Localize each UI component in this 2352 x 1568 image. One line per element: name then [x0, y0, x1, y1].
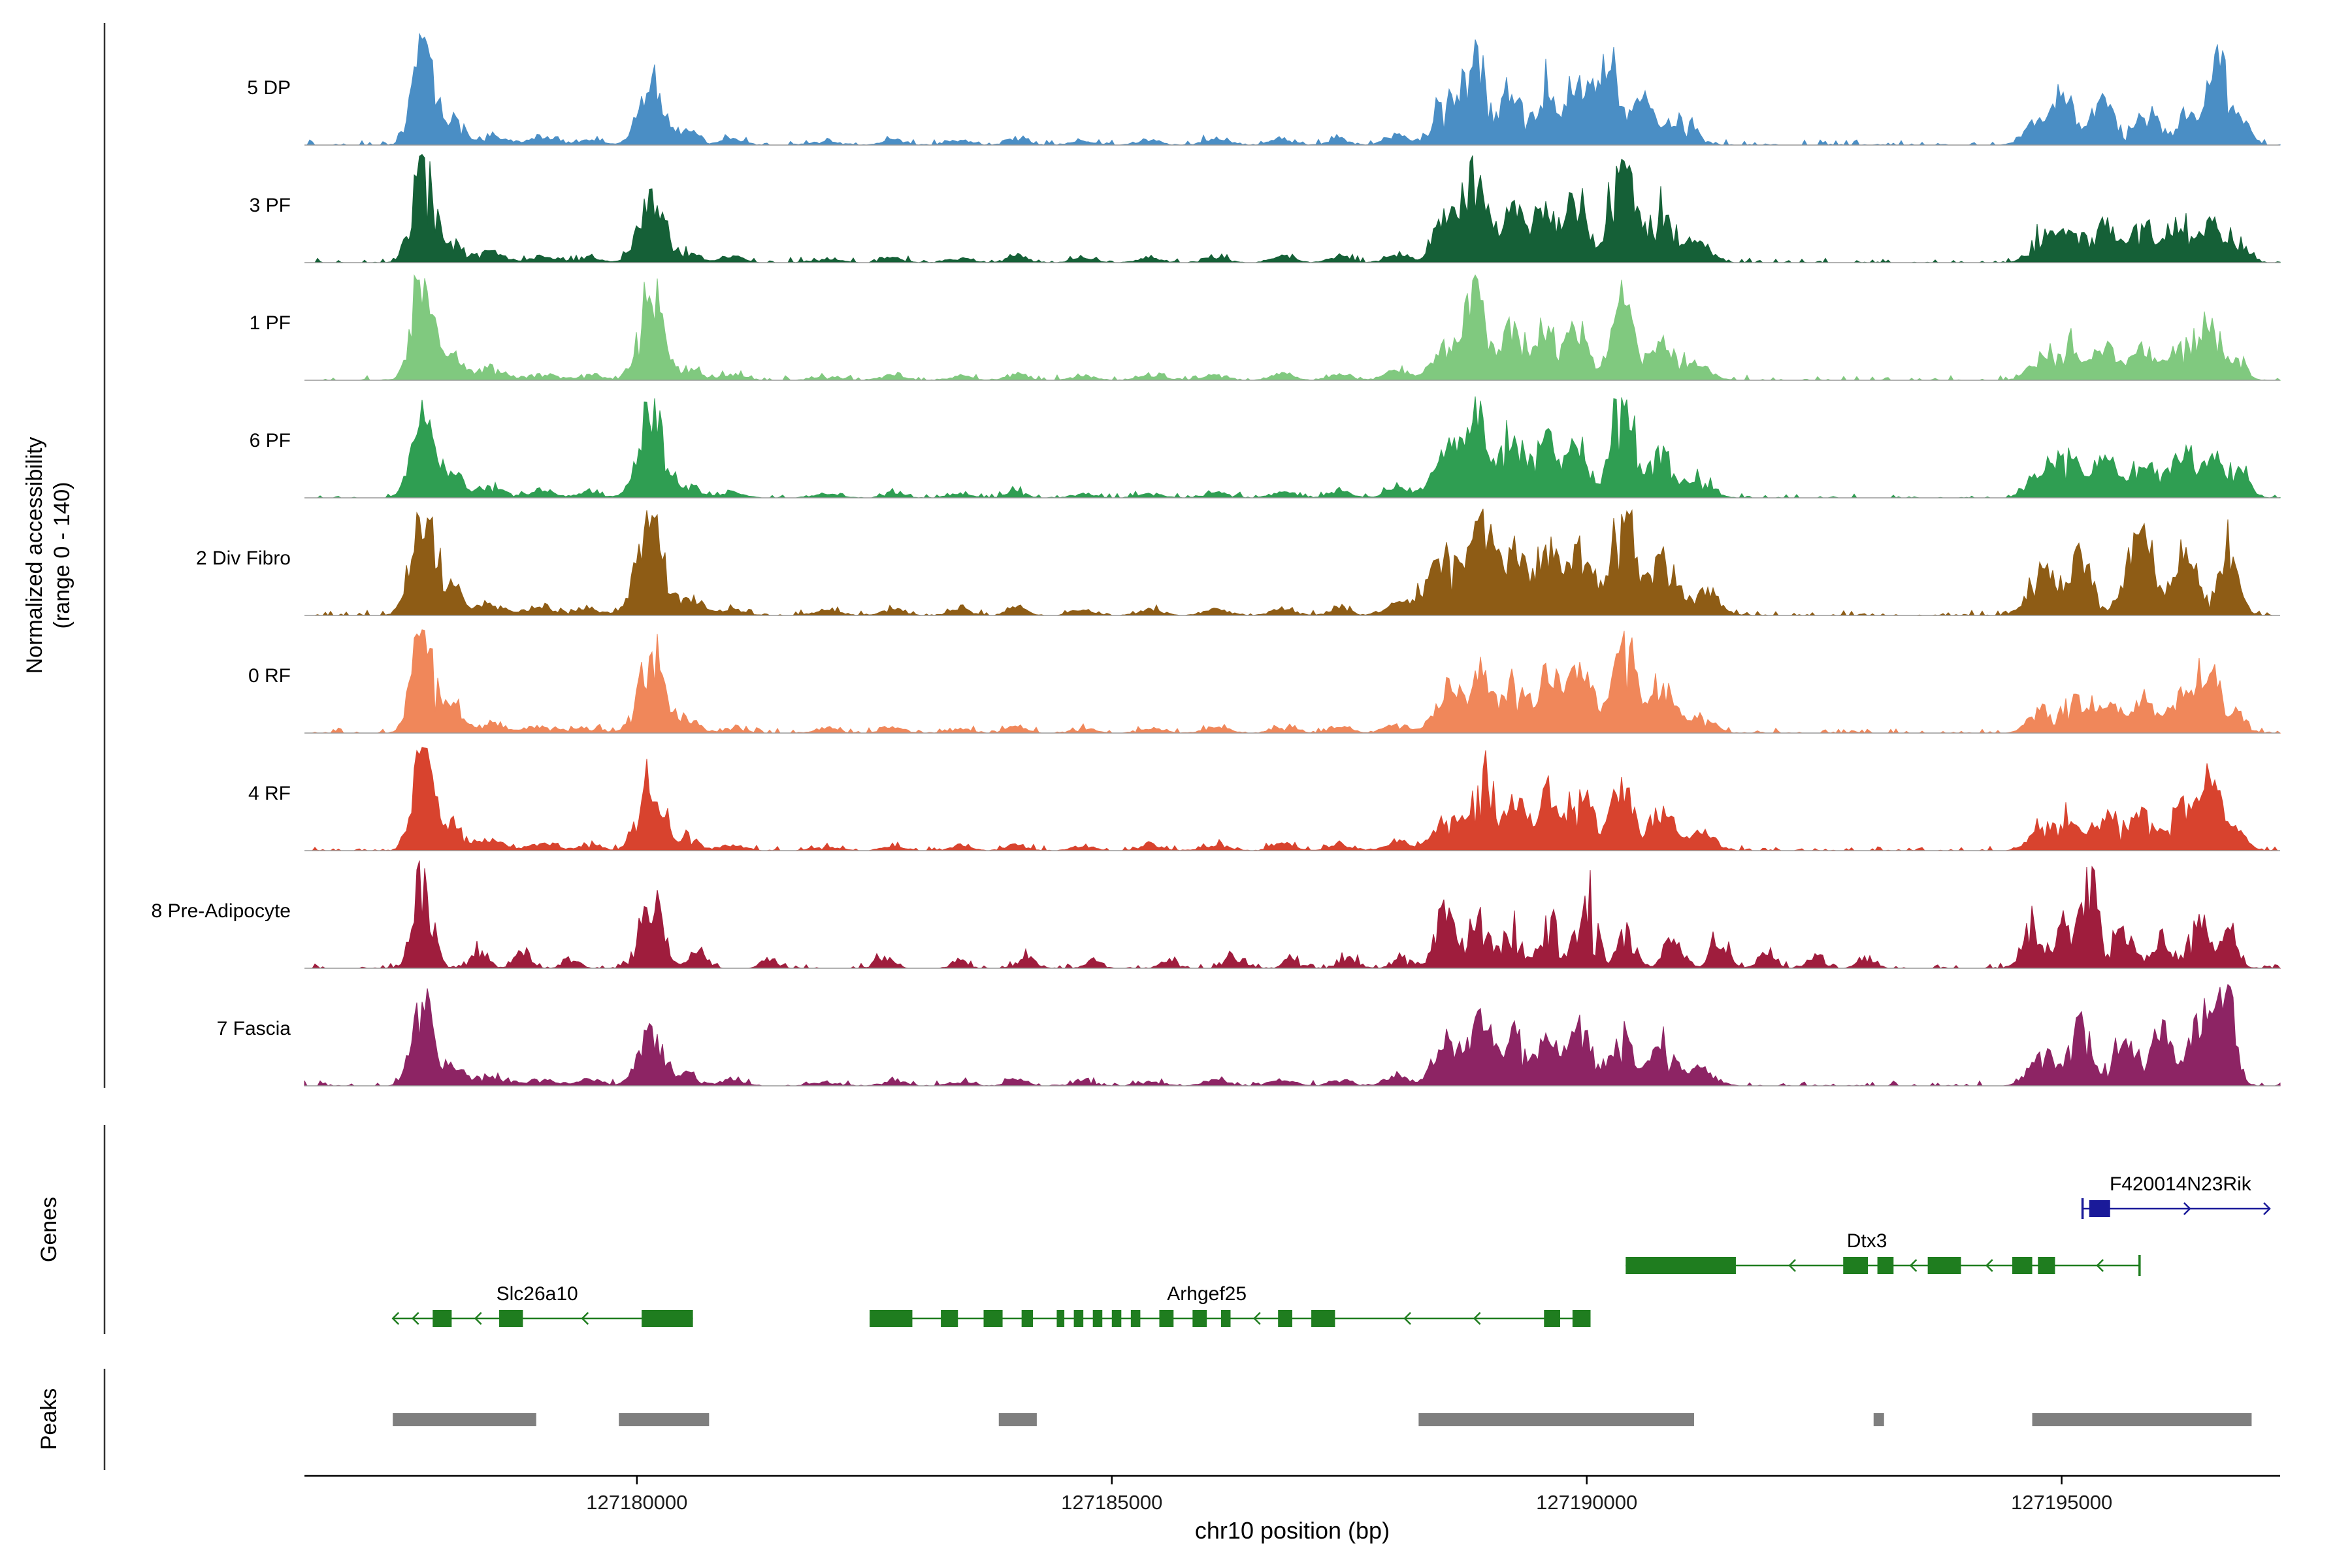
exon-box [1130, 1310, 1141, 1327]
strand-arrow-icon [411, 1312, 419, 1325]
exon-box [941, 1310, 958, 1327]
y-axis-label-line1: Normalized accessibility [22, 437, 47, 674]
track-label: 1 PF [250, 312, 291, 334]
exon-box [1111, 1310, 1122, 1327]
exon-box [2012, 1257, 2033, 1274]
x-axis: chr10 position (bp) 127180000 127185000 12… [304, 1475, 2280, 1544]
gene-Slc26a10: Slc26a10 [391, 1283, 693, 1327]
track-area [304, 629, 2281, 734]
x-axis-title: chr10 position (bp) [1195, 1517, 1390, 1544]
exon-box [1021, 1310, 1034, 1327]
exon-box [1544, 1310, 1560, 1327]
exon-box [983, 1310, 1003, 1327]
track-area [304, 396, 2281, 498]
exon-box [1092, 1310, 1103, 1327]
exon-box [1192, 1310, 1207, 1327]
strand-arrow-icon [2183, 1202, 2191, 1215]
track-area [304, 983, 2281, 1086]
peak-bar [1418, 1413, 1694, 1426]
peak-bar [393, 1413, 536, 1426]
peak-bar [619, 1413, 710, 1426]
track-label: 6 PF [250, 430, 291, 451]
gene-Arhgef25: Arhgef25 [870, 1283, 1591, 1327]
exon-box [1877, 1257, 1894, 1274]
track-area [304, 747, 2280, 851]
track-area [304, 154, 2281, 263]
peak-bar [2032, 1413, 2252, 1426]
x-tick-label: 127190000 [1536, 1491, 1637, 1514]
strand-arrow-icon [1985, 1259, 1993, 1272]
exon-box [1927, 1257, 1961, 1274]
track-label: 7 Fascia [217, 1018, 291, 1039]
track-label: 4 RF [248, 783, 291, 804]
track-area [304, 860, 2281, 969]
exon-box [1278, 1310, 1292, 1327]
exon-box [1311, 1310, 1335, 1327]
exon-box [2089, 1200, 2110, 1217]
gene-name-label: Dtx3 [1847, 1230, 1887, 1252]
gene-Dtx3: Dtx3 [1625, 1230, 2141, 1276]
exon-box [433, 1310, 452, 1327]
strand-arrow-icon [1909, 1259, 1918, 1272]
track-area [304, 274, 2281, 381]
x-tick-label: 127195000 [2011, 1491, 2112, 1514]
track-label: 2 Div Fibro [196, 547, 291, 569]
exon-box [499, 1310, 523, 1327]
exon-box [1625, 1257, 1736, 1274]
peak-bar [998, 1413, 1037, 1426]
strand-arrow-icon [1473, 1312, 1481, 1325]
track-area [304, 508, 2280, 616]
exon-box [1073, 1310, 1084, 1327]
exon-box [642, 1310, 693, 1327]
exon-box [1220, 1310, 1231, 1327]
gene-annotations: F420014N23Rik Dtx3 Slc26a10 Arhgef25 [391, 1173, 2271, 1327]
track-label: 5 DP [247, 77, 291, 99]
gene-name-label: Arhgef25 [1167, 1283, 1247, 1305]
strand-arrow-icon [2096, 1259, 2104, 1272]
gene-name-label: Slc26a10 [497, 1283, 578, 1305]
track-label: 8 Pre-Adipocyte [152, 900, 291, 922]
exon-box [2038, 1257, 2055, 1274]
strand-arrow-icon [2263, 1202, 2271, 1215]
exon-box [1159, 1310, 1174, 1327]
exon-box [870, 1310, 913, 1327]
exon-box [1843, 1257, 1869, 1274]
track-area [304, 32, 2281, 146]
x-tick-label: 127185000 [1061, 1491, 1162, 1514]
peak-calls [393, 1413, 2252, 1426]
exon-box [1572, 1310, 1591, 1327]
strand-arrow-icon [1403, 1312, 1411, 1325]
track-label: 0 RF [248, 665, 291, 687]
gene-name-label: F420014N23Rik [2110, 1173, 2252, 1195]
track-label: 3 PF [250, 195, 291, 216]
y-axis-label-line2: (range 0 - 140) [50, 482, 74, 629]
gene-F420014N23Rik: F420014N23Rik [2081, 1173, 2271, 1219]
strand-arrow-icon [391, 1312, 400, 1325]
peak-bar [1873, 1413, 1884, 1426]
strand-arrow-icon [1788, 1259, 1796, 1272]
genes-section-label: Genes [37, 1197, 61, 1262]
exon-box [1056, 1310, 1065, 1327]
strand-arrow-icon [474, 1312, 482, 1325]
strand-arrow-icon [1253, 1312, 1261, 1325]
signal-tracks: 5 DP 3 PF 1 PF 6 PF 2 Div Fibro 0 RF 4 RF 8 Pre… [152, 32, 2281, 1086]
strand-arrow-icon [581, 1312, 589, 1325]
peaks-section-label: Peaks [37, 1388, 61, 1450]
x-tick-label: 127180000 [586, 1491, 687, 1514]
